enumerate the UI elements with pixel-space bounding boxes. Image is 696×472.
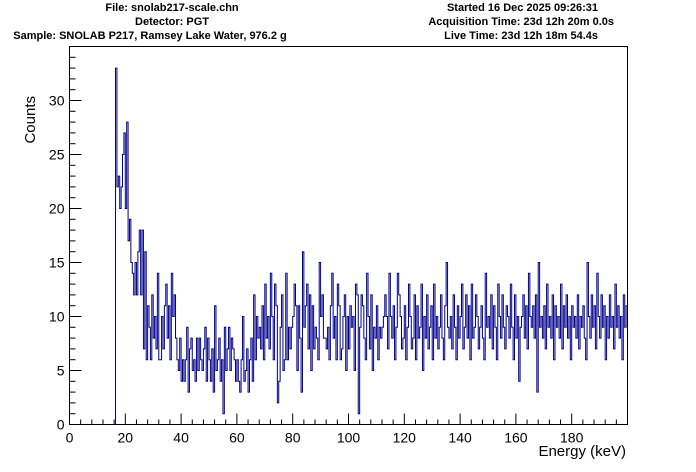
plot-frame bbox=[69, 46, 628, 425]
x-tick-label: 40 bbox=[173, 430, 189, 446]
y-tick-label: 25 bbox=[49, 147, 65, 163]
y-tick-label: 5 bbox=[57, 363, 65, 379]
y-tick-label: 15 bbox=[49, 255, 65, 271]
y-axis-label: Counts bbox=[22, 96, 39, 144]
y-axis: 0 5 10 15 20 25 30 bbox=[49, 46, 82, 433]
header-acquisition: Acquisition Time: 23d 12h 20m 0.0s bbox=[428, 16, 614, 28]
header-live: Live Time: 23d 12h 18m 54.4s bbox=[444, 30, 598, 42]
x-tick-label: 80 bbox=[285, 430, 301, 446]
x-tick-label: 100 bbox=[337, 430, 361, 446]
x-tick-label: 0 bbox=[66, 430, 74, 446]
x-axis-label: Energy (keV) bbox=[538, 443, 626, 460]
header-file: File: snolab217-scale.chn bbox=[105, 2, 239, 14]
header-detector: Detector: PGT bbox=[135, 16, 209, 28]
x-tick-label: 160 bbox=[504, 430, 528, 446]
y-tick-label: 0 bbox=[57, 417, 65, 433]
header-sample: Sample: SNOLAB P217, Ramsey Lake Water, … bbox=[13, 30, 287, 42]
y-tick-label: 20 bbox=[49, 201, 65, 217]
x-tick-label: 120 bbox=[393, 430, 417, 446]
spectrum-series-line bbox=[115, 67, 628, 425]
y-tick-label: 30 bbox=[49, 93, 65, 109]
x-tick-label: 20 bbox=[118, 430, 134, 446]
x-tick-label: 180 bbox=[560, 430, 584, 446]
x-tick-label: 140 bbox=[448, 430, 472, 446]
x-axis: 0 20 40 60 80 100 120 140 160 180 bbox=[66, 413, 628, 446]
header-started: Started 16 Dec 2025 09:26:31 bbox=[446, 2, 598, 14]
x-tick-label: 60 bbox=[229, 430, 245, 446]
y-tick-label: 10 bbox=[49, 309, 65, 325]
